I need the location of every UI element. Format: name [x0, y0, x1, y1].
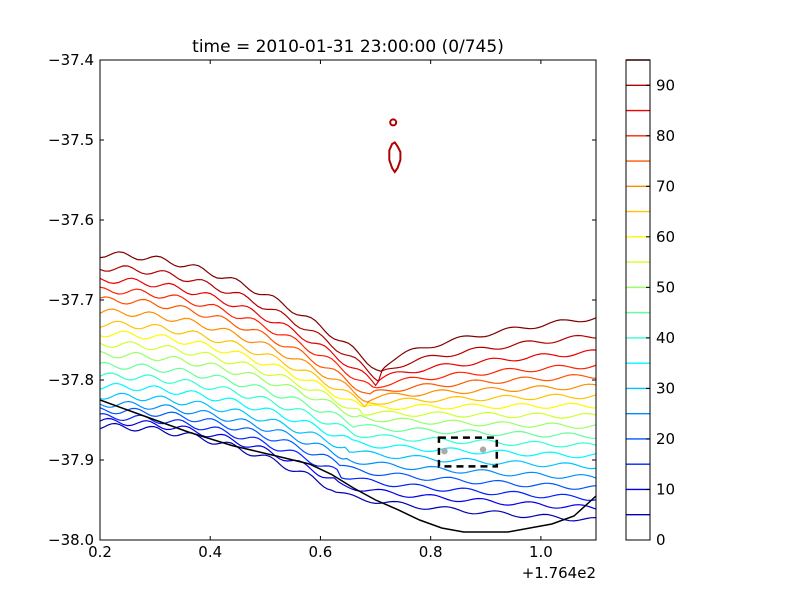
contour-line [100, 417, 596, 510]
colorbar-tick-label: 30 [656, 379, 675, 397]
y-tick-label: −37.4 [48, 51, 94, 69]
contour-line [100, 330, 596, 411]
x-axis: 0.2 0.4 0.6 0.8 1.0 [88, 60, 553, 561]
y-tick-label: −37.9 [48, 451, 94, 469]
contour-line [100, 422, 596, 522]
contour-line [100, 350, 596, 429]
contour-line [100, 407, 596, 490]
contour-line [100, 277, 596, 387]
contour-line [100, 382, 596, 459]
x-tick-label: 0.8 [419, 543, 443, 561]
contour-line [100, 296, 596, 395]
plot-frame [99, 59, 597, 541]
island-outline [388, 141, 402, 174]
colorbar-tick-label: 40 [656, 329, 675, 347]
y-tick-label: −37.7 [48, 291, 94, 309]
x-tick-label: 0.4 [198, 543, 222, 561]
x-offset-label: +1.764e2 [522, 564, 596, 582]
chart-title: time = 2010-01-31 23:00:00 (0/745) [192, 37, 504, 57]
y-axis: −37.4 −37.5 −37.6 −37.7 −37.8 −37.9 −38.0 [48, 51, 596, 549]
contour-line [100, 392, 596, 470]
contour-line [100, 265, 596, 383]
coastline [100, 399, 596, 533]
contour-line [100, 341, 596, 419]
colorbar-tick-label: 90 [656, 76, 675, 94]
colorbar-tick-label: 70 [656, 177, 675, 195]
colorbar-tick-label: 0 [656, 531, 666, 549]
colorbar: 0 10 20 30 40 50 60 70 80 90 [625, 59, 675, 549]
y-tick-label: −38.0 [48, 531, 94, 549]
y-tick-label: −37.8 [48, 371, 94, 389]
colorbar-tick-label: 10 [656, 480, 675, 498]
islet-outline [389, 118, 398, 127]
colorbar-tick-label: 60 [656, 228, 675, 246]
y-tick-label: −37.5 [48, 131, 94, 149]
contour-line [100, 308, 596, 403]
contour-line [100, 372, 596, 448]
colorbar-frame [625, 59, 651, 541]
contour-line [100, 251, 596, 372]
x-tick-label: 1.0 [529, 543, 553, 561]
contour-line [100, 361, 596, 439]
plot-area [100, 118, 596, 533]
station-point [441, 448, 448, 455]
contour-line [100, 400, 596, 479]
contour-line [100, 286, 596, 389]
y-tick-label: −37.6 [48, 211, 94, 229]
x-tick-label: 0.6 [309, 543, 333, 561]
colorbar-tick-label: 50 [656, 278, 675, 296]
x-tick-label: 0.2 [88, 543, 112, 561]
colorbar-tick-label: 20 [656, 430, 675, 448]
region-box [437, 436, 499, 468]
station-point [479, 446, 487, 453]
contour-line [100, 413, 596, 502]
contour-line [100, 320, 596, 408]
colorbar-tick-label: 80 [656, 127, 675, 145]
